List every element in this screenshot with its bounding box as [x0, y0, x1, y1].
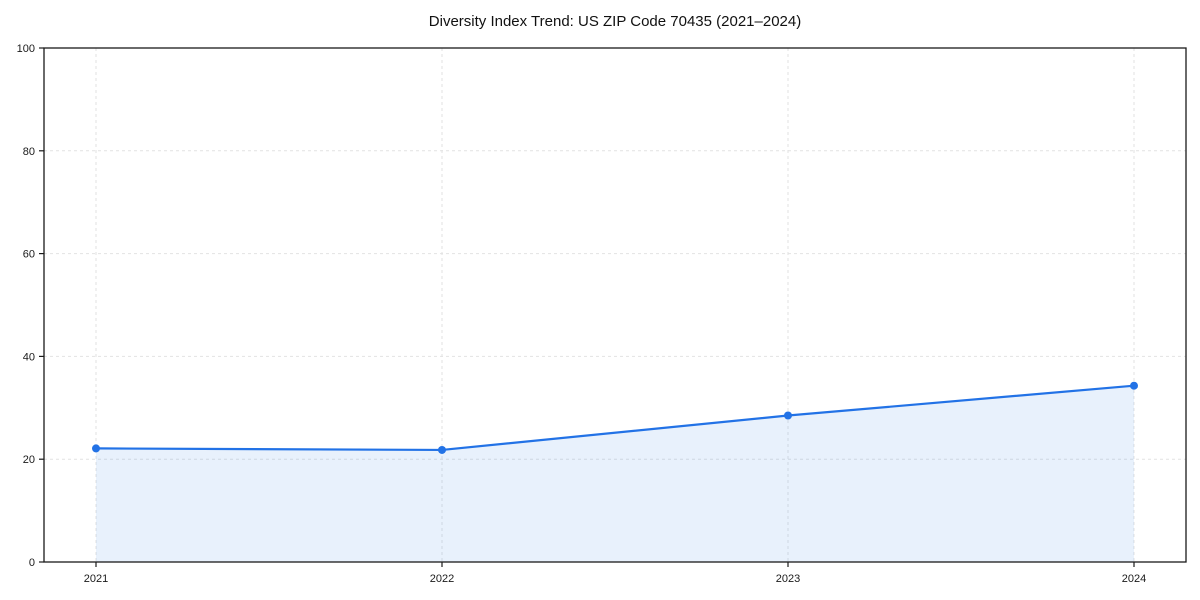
x-tick-label: 2022: [430, 573, 454, 585]
y-tick-label: 60: [23, 249, 35, 261]
data-point-2021: [92, 444, 100, 453]
y-tick-label: 20: [23, 454, 35, 466]
data-point-2024: [1130, 381, 1138, 390]
x-tick-label: 2024: [1122, 573, 1146, 585]
y-tick-label: 80: [23, 146, 35, 158]
area-fill: [96, 385, 1134, 562]
data-point-2023: [784, 411, 792, 420]
plot-border: [43, 47, 1187, 563]
y-tick-label: 40: [23, 351, 35, 363]
chart-title: Diversity Index Trend: US ZIP Code 70435…: [428, 13, 802, 30]
y-tick-label: 0: [29, 557, 35, 569]
y-tick-label: 100: [17, 43, 35, 55]
trend-line: [94, 384, 1136, 452]
data-point-2022: [438, 445, 446, 454]
x-tick-label: 2021: [84, 573, 108, 585]
x-tick-label: 2023: [776, 573, 800, 585]
